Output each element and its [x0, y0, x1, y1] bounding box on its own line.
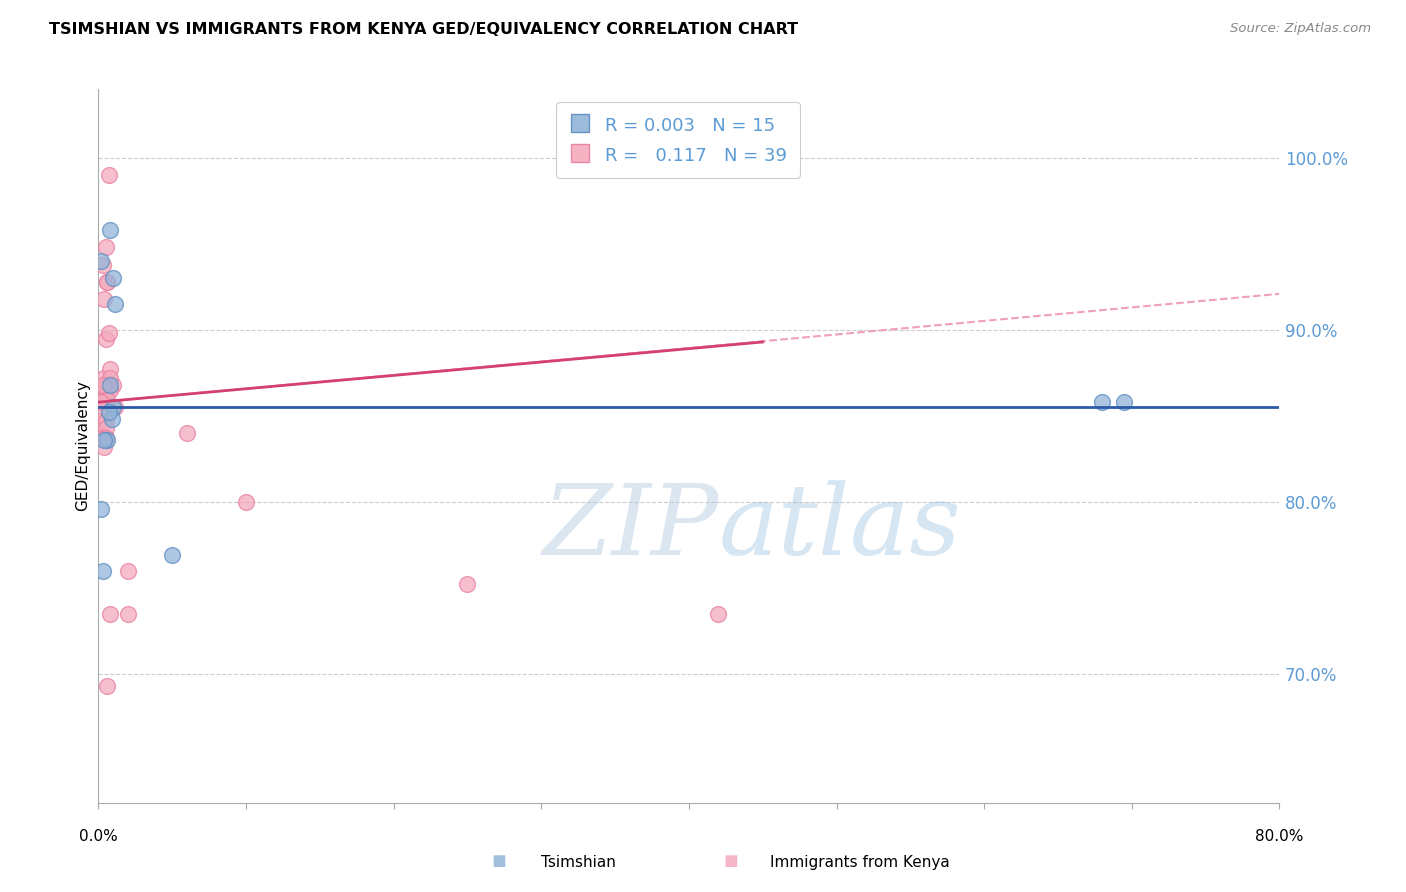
Point: [456, 577, 478, 591]
Point: [91, 378, 114, 392]
Point: [93, 371, 115, 385]
Point: [98, 362, 121, 376]
Point: [176, 426, 198, 441]
Text: 80.0%: 80.0%: [1256, 829, 1303, 844]
Point: [98, 223, 121, 237]
Point: [707, 607, 730, 621]
Text: ◼: ◼: [724, 852, 738, 870]
Point: [91, 564, 114, 578]
Point: [96, 679, 118, 693]
Point: [162, 548, 183, 562]
Point: [103, 271, 125, 285]
Point: [104, 297, 127, 311]
Point: [93, 431, 115, 445]
Point: [91, 431, 114, 445]
Text: TSIMSHIAN VS IMMIGRANTS FROM KENYA GED/EQUIVALENCY CORRELATION CHART: TSIMSHIAN VS IMMIGRANTS FROM KENYA GED/E…: [49, 22, 799, 37]
Point: [90, 395, 112, 409]
Point: [97, 405, 120, 419]
Point: [98, 371, 121, 385]
Point: [1091, 395, 1114, 409]
Point: [96, 433, 118, 447]
Text: ZIP: ZIP: [543, 480, 718, 575]
Text: Tsimshian: Tsimshian: [541, 855, 616, 870]
Point: [94, 332, 117, 346]
Point: [97, 168, 120, 182]
Point: [90, 395, 112, 409]
Point: [1114, 395, 1136, 409]
Point: [93, 440, 115, 454]
Point: [94, 414, 117, 428]
Point: [93, 405, 115, 419]
Point: [96, 275, 118, 289]
Point: [98, 378, 121, 392]
Point: [103, 378, 125, 392]
Point: [93, 292, 115, 306]
Y-axis label: GED/Equivalency: GED/Equivalency: [75, 381, 90, 511]
Point: [235, 495, 257, 509]
Point: [103, 401, 125, 415]
Text: Immigrants from Kenya: Immigrants from Kenya: [770, 855, 950, 870]
Point: [91, 258, 114, 272]
Point: [91, 388, 114, 402]
Point: [98, 607, 121, 621]
Point: [117, 607, 139, 621]
Point: [90, 414, 112, 428]
Point: [96, 393, 118, 408]
Text: atlas: atlas: [718, 480, 962, 575]
Point: [98, 383, 121, 397]
Point: [117, 564, 139, 578]
Point: [94, 378, 117, 392]
Point: [96, 275, 118, 289]
Text: 0.0%: 0.0%: [79, 829, 118, 844]
Point: [90, 501, 112, 516]
Point: [94, 240, 117, 254]
Point: [94, 431, 117, 445]
Point: [90, 254, 112, 268]
Point: [104, 401, 127, 415]
Point: [97, 326, 120, 341]
Point: [100, 412, 122, 426]
Text: Source: ZipAtlas.com: Source: ZipAtlas.com: [1230, 22, 1371, 36]
Point: [93, 433, 115, 447]
Point: [94, 421, 117, 435]
Point: [96, 378, 118, 392]
Text: ◼: ◼: [492, 852, 506, 870]
Point: [96, 378, 118, 392]
Legend: R = 0.003   N = 15, R =   0.117   N = 39: R = 0.003 N = 15, R = 0.117 N = 39: [557, 102, 800, 178]
Point: [94, 388, 117, 402]
